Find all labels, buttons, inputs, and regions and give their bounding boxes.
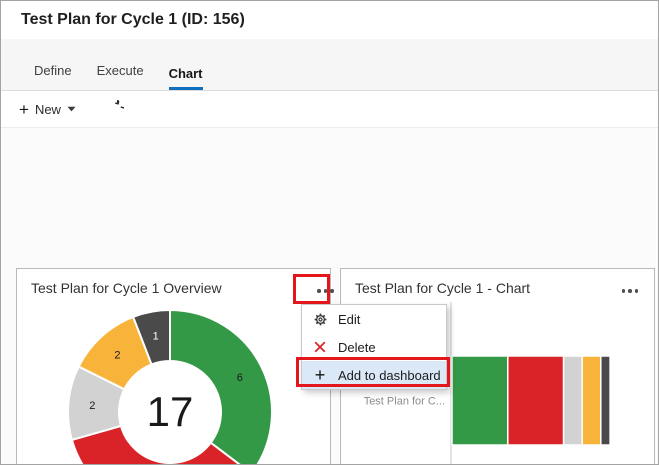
bar-segment-blocked [600,355,611,446]
plus-icon: + [19,99,29,119]
donut-segment-value-passed: 6 [237,372,243,384]
menu-item-label: Edit [338,311,361,327]
new-button-label: New [34,101,61,117]
bar-category-label: Test Plan for C... [364,396,445,408]
stacked-bar-chart: 05101520Test Plan for C... [364,302,611,464]
bar-segment-in-progress [581,355,602,446]
ellipsis-icon [621,289,625,293]
ellipsis-icon [330,289,334,293]
donut-chart: 6622117 [67,308,273,464]
bar-chart-card: Test Plan for Cycle 1 - Chart 05101520Te… [340,268,655,464]
page-header: Test Plan for Cycle 1 (ID: 156) [1,1,658,39]
refresh-button[interactable] [106,100,124,118]
donut-segment-value-paused: 2 [89,400,95,412]
menu-item-add-to-dashboard[interactable]: + Add to dashboard [302,361,446,389]
refresh-icon [115,100,124,109]
bar-segment-failed [507,355,565,446]
ellipsis-icon [634,289,638,293]
donut-segment-passed [169,308,273,464]
new-button[interactable]: + New [19,101,76,118]
overview-card-title: Test Plan for Cycle 1 Overview [31,280,222,296]
card-context-menu: Edit Delete + Add to dashboard [301,304,447,390]
overview-card-menu-button[interactable] [313,285,338,297]
bar-segment-paused [562,355,583,446]
menu-item-label: Delete [338,339,376,355]
menu-item-edit[interactable]: Edit [302,305,446,333]
chevron-down-icon [67,106,76,112]
donut-segment-blocked [131,308,171,366]
tab-execute[interactable]: Execute [96,63,144,78]
delete-x-icon [312,339,328,355]
ellipsis-icon [628,289,632,293]
menu-item-delete[interactable]: Delete [302,333,446,361]
plus-icon: + [314,365,326,385]
donut-center-total: 17 [147,388,194,435]
donut-segment-value-blocked: 1 [153,330,159,342]
donut-segment-failed [70,424,241,464]
ellipsis-icon [317,289,321,293]
tab-strip: Define Execute Chart [1,39,658,91]
tab-chart[interactable]: Chart [168,66,203,90]
overview-chart-card: Test Plan for Cycle 1 Overview 6622117 P… [16,268,334,464]
charts-content-area: Test Plan for Cycle 1 Overview 6622117 P… [1,128,658,464]
bar-segment-passed [451,355,509,446]
donut-segment-value-in-progress: 2 [114,349,120,361]
bar-card-menu-button[interactable] [618,285,643,297]
menu-item-label: Add to dashboard [338,367,441,383]
page-title: Test Plan for Cycle 1 (ID: 156) [21,11,245,28]
chart-toolbar: + New [1,91,658,128]
gear-icon [312,311,328,327]
bar-card-title: Test Plan for Cycle 1 - Chart [355,280,531,296]
ellipsis-icon [323,289,327,293]
tab-define[interactable]: Define [34,63,72,78]
